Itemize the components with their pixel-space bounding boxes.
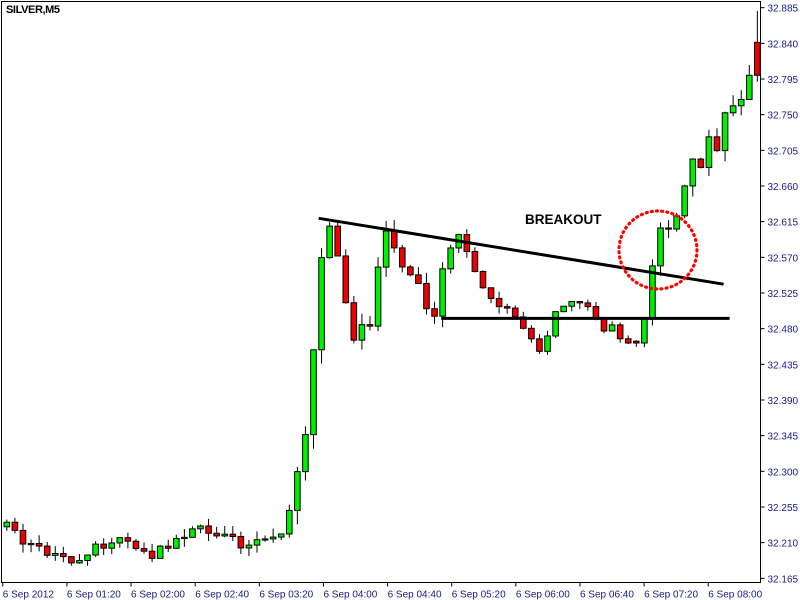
svg-text:6 Sep 04:40: 6 Sep 04:40 [388, 590, 442, 600]
svg-text:32.300: 32.300 [768, 467, 799, 478]
svg-text:32.210: 32.210 [768, 539, 799, 550]
svg-text:32.345: 32.345 [768, 432, 799, 443]
svg-text:6 Sep 01:20: 6 Sep 01:20 [67, 590, 121, 600]
svg-text:32.165: 32.165 [768, 574, 799, 585]
svg-text:32.255: 32.255 [768, 503, 799, 514]
svg-text:6 Sep 02:00: 6 Sep 02:00 [131, 590, 185, 600]
svg-text:32.660: 32.660 [768, 182, 799, 193]
svg-text:32.795: 32.795 [768, 75, 799, 86]
svg-text:6 Sep 03:20: 6 Sep 03:20 [259, 590, 313, 600]
svg-text:6 Sep 06:40: 6 Sep 06:40 [580, 590, 634, 600]
svg-text:32.705: 32.705 [768, 146, 799, 157]
svg-text:32.480: 32.480 [768, 325, 799, 336]
svg-text:6 Sep 2012: 6 Sep 2012 [3, 590, 55, 600]
svg-text:SILVER,M5: SILVER,M5 [6, 4, 60, 16]
svg-text:32.435: 32.435 [768, 360, 799, 371]
svg-text:32.840: 32.840 [768, 39, 799, 50]
svg-text:6 Sep 06:00: 6 Sep 06:00 [516, 590, 570, 600]
svg-text:32.615: 32.615 [768, 218, 799, 229]
svg-text:32.390: 32.390 [768, 396, 799, 407]
svg-text:6 Sep 04:00: 6 Sep 04:00 [323, 590, 377, 600]
svg-text:6 Sep 02:40: 6 Sep 02:40 [195, 590, 249, 600]
svg-text:32.885: 32.885 [768, 4, 799, 15]
svg-text:32.525: 32.525 [768, 289, 799, 300]
svg-text:32.570: 32.570 [768, 253, 799, 264]
svg-text:32.750: 32.750 [768, 111, 799, 122]
svg-text:6 Sep 07:20: 6 Sep 07:20 [644, 590, 698, 600]
svg-text:6 Sep 08:00: 6 Sep 08:00 [708, 590, 762, 600]
svg-text:6 Sep 05:20: 6 Sep 05:20 [452, 590, 506, 600]
svg-text:BREAKOUT: BREAKOUT [525, 212, 602, 227]
